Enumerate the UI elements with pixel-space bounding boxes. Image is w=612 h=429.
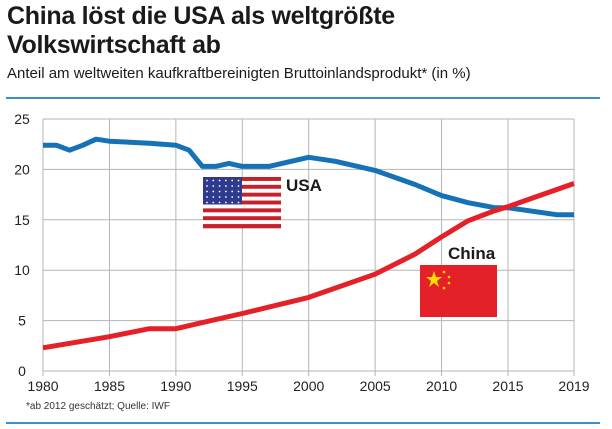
series-line-usa [43,136,574,218]
usa-flag-star [225,196,227,198]
chart-title: China löst die USA als weltgrößte Volksw… [7,2,395,60]
usa-flag-star [218,201,221,204]
y-tick-label: 0 [18,363,26,379]
usa-flag-star [206,196,208,198]
china-flag-small-star [447,275,451,279]
usa-series-label: USA [286,176,322,195]
usa-flag-star [212,179,215,182]
usa-flag-star [237,179,240,182]
usa-flag-stripe [203,208,281,213]
usa-flag-star [225,185,227,187]
x-tick-label: 2019 [558,378,589,394]
series-line-china [42,181,575,351]
usa-flag-stripe [203,220,281,225]
usa-flag-star [212,201,215,204]
y-tick-label: 5 [18,313,26,329]
usa-flag-star [206,190,208,193]
china-flag-small-star [447,281,451,285]
usa-flag-star [212,190,215,193]
usa-flag-star [218,190,221,193]
usa-flag-star [225,201,227,204]
china-flag [420,265,497,317]
x-tick-label: 2010 [426,378,457,394]
usa-flag-star [231,179,234,182]
usa-flag-star [212,185,215,187]
usa-flag-star [206,185,208,187]
usa-flag-star [231,185,234,187]
china-flag-small-star [442,286,446,290]
y-tick-label: 10 [14,262,30,278]
x-tick-label: 2000 [293,378,324,394]
usa-flag-stripe [203,212,281,217]
x-tick-label: 2005 [360,378,391,394]
footnote: *ab 2012 geschätzt; Quelle: IWF [26,401,170,412]
china-series-label: China [448,244,496,263]
y-tick-label: 15 [14,212,30,228]
usa-flag-star [206,201,208,204]
bottom-divider [6,422,600,424]
y-tick-label: 25 [14,111,30,127]
usa-flag-star [237,185,240,187]
usa-flag-star [237,201,240,204]
usa-flag-stripe [203,224,281,229]
usa-flag-star [206,179,208,182]
top-divider [6,97,600,99]
usa-flag-canton [203,177,242,205]
usa-flag-stripe [203,204,281,209]
x-tick-label: 1985 [94,378,125,394]
usa-flag-star [231,190,234,193]
y-tick-label: 20 [14,161,30,177]
china-flag-big-star [426,271,442,287]
chart-subtitle: Anteil am weltweiten kaufkraftbereinigte… [7,65,471,82]
x-tick-label: 1995 [227,378,258,394]
usa-flag-star [218,185,221,187]
usa-flag-star [225,179,227,182]
usa-flag-star [212,196,215,198]
x-tick-label: 2015 [492,378,523,394]
usa-flag-star [218,179,221,182]
usa-flag-star [237,196,240,198]
x-tick-label: 1990 [160,378,191,394]
usa-flag-stripe [203,216,281,221]
title-line-2: Volkswirtschaft ab [7,31,221,59]
x-tick-label: 1980 [27,378,58,394]
usa-flag-star [237,190,240,193]
usa-flag-star [231,201,234,204]
usa-flag-star [225,190,227,193]
usa-flag-star [218,196,221,198]
china-flag-small-star [442,270,446,274]
title-line-1: China löst die USA als weltgrößte [7,2,395,30]
usa-flag-star [231,196,234,198]
